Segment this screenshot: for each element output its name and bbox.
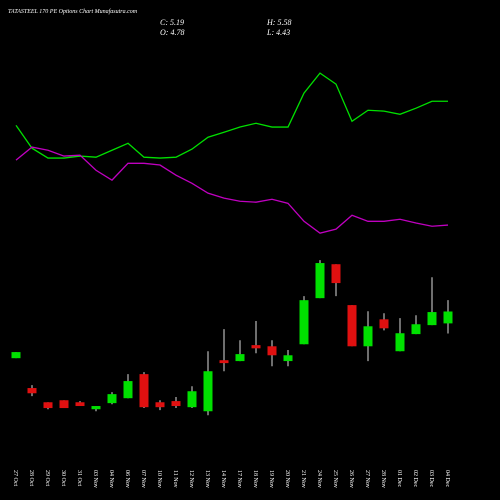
candle-body [443,311,453,324]
x-tick-label: 13 Nov [204,470,210,488]
candle-body [363,326,373,347]
candle-body [139,374,149,408]
candle-body [411,324,421,335]
indicator-line [15,146,449,234]
candle-body [11,352,21,359]
indicator-line [15,72,448,159]
x-tick-label: 07 Nov [140,470,146,488]
candle-body [235,354,245,362]
x-tick-label: 02 Dec [412,470,418,487]
x-tick-label: 01 Dec [396,470,402,487]
x-tick-label: 24 Nov [316,470,322,488]
candle-body [155,402,165,408]
candle-body [75,402,85,407]
x-tick-label: 12 Nov [188,470,194,488]
candle-body [107,394,117,404]
candle-body [219,360,229,364]
close-label: C: 5.19 [160,18,184,27]
candle-body [91,406,101,410]
x-tick-label: 26 Nov [348,470,354,488]
x-tick-label: 17 Nov [236,470,242,488]
x-tick-label: 31 Oct [76,470,82,486]
x-tick-label: 18 Nov [252,470,258,488]
candle-body [299,300,309,345]
candle-body [331,264,341,284]
x-tick-label: 27 Oct [12,470,18,486]
candle-body [427,312,437,326]
candle-body [251,345,261,349]
x-tick-label: 10 Nov [156,470,162,488]
x-tick-label: 21 Nov [300,470,306,488]
candle-body [379,319,389,329]
x-tick-label: 20 Nov [284,470,290,488]
candle-body [123,381,133,399]
x-tick-label: 30 Oct [60,470,66,486]
candle-body [171,401,181,407]
candle-body [395,333,405,352]
candle-body [347,305,357,347]
x-tick-label: 04 Nov [108,470,114,488]
open-label: O: 4.78 [160,28,184,37]
candle-body [283,355,293,362]
low-label: L: 4.43 [266,28,290,37]
x-tick-label: 28 Oct [28,470,34,486]
x-tick-label: 03 Nov [92,470,98,488]
candle-body [315,263,325,299]
candle-body [267,346,277,356]
x-tick-label: 04 Dec [444,470,450,487]
x-tick-label: 14 Nov [220,470,226,488]
candle-body [27,388,37,394]
x-tick-label: 25 Nov [332,470,338,488]
candle-body [187,391,197,408]
chart-title: TATASTEEL 170 PE Options Chart Munafasut… [8,8,138,15]
candle-body [59,400,69,409]
x-tick-label: 03 Dec [428,470,434,487]
x-tick-label: 19 Nov [268,470,274,488]
x-tick-label: 06 Nov [124,470,130,488]
x-tick-label: 28 Nov [380,470,386,488]
x-tick-label: 11 Nov [172,470,178,488]
x-tick-label: 27 Nov [364,470,370,488]
candle-body [203,371,213,412]
high-label: H: 5.58 [266,18,291,27]
x-tick-label: 29 Oct [44,470,50,486]
candle-body [43,402,53,409]
